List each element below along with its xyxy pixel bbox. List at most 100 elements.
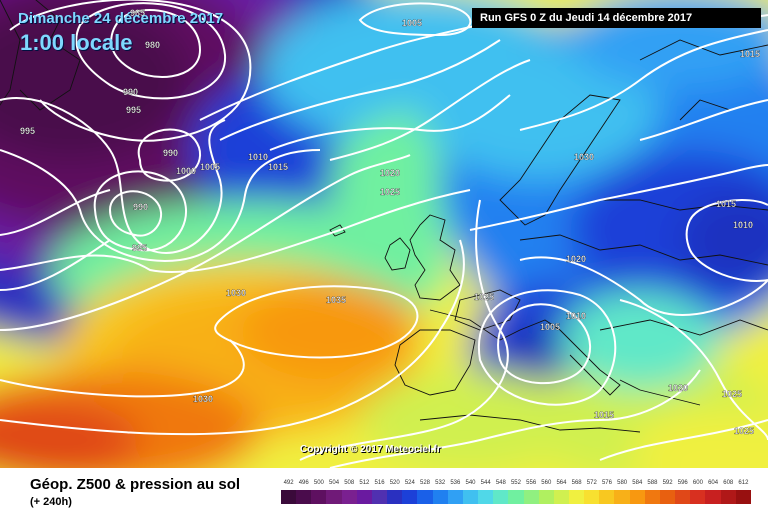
scale-swatch [508,490,524,504]
scale-swatch [629,490,645,504]
scale-value: 576 [601,480,612,486]
isobar-label: 1020 [380,168,400,178]
scale-value: 612 [738,480,749,486]
isobar-label: 1005 [200,162,220,172]
isobar-label: 1030 [226,288,246,298]
scale-value: 608 [723,480,734,486]
scale-value: 604 [708,480,719,486]
forecast-time: 1:00 locale [20,30,133,55]
scale-swatch [614,490,630,504]
scale-swatch [735,490,751,504]
scale-swatch [326,490,342,504]
scale-value: 516 [374,480,385,486]
scale-swatch [493,490,509,504]
legend-panel: Géop. Z500 & pression au sol (+ 240h) 49… [0,468,768,512]
scale-swatch [281,490,297,504]
scale-value: 504 [329,480,340,486]
isobar-label: 980 [145,40,160,50]
scale-value: 556 [526,480,537,486]
scale-value: 536 [450,480,461,486]
scale-swatch [341,490,357,504]
isobar-label: 1010 [566,311,586,321]
scale-swatch [296,490,312,504]
scale-value: 596 [677,480,688,486]
isobar-label: 1025 [380,187,400,197]
isobar-label: 1025 [734,426,754,436]
isobar-label: 1030 [574,152,594,162]
isobar-lines [0,0,768,468]
isobar-label: 1020 [566,254,586,264]
scale-value: 544 [480,480,491,486]
isobar-label: 1035 [326,295,346,305]
isobar-label: 1025 [474,292,494,302]
isobar-label: 990 [133,202,148,212]
scale-value: 548 [495,480,506,486]
color-scale-labels: 492 496 500 504 508 512 516 520 524 528 532 536 540 5… [281,480,751,488]
isobar-label: 995 [20,126,35,136]
scale-value: 584 [632,480,643,486]
isobar-label: 990 [123,87,138,97]
isobar-label: 1005 [402,18,422,28]
isobar-label: 1015 [716,199,736,209]
scale-value: 580 [617,480,628,486]
isobar-label: 1025 [722,389,742,399]
scale-value: 524 [404,480,415,486]
isobar-label: 1020 [668,383,688,393]
scale-swatch [584,490,600,504]
scale-swatch [675,490,691,504]
weather-map: 980 985 990 995 995 990 1000 1005 1010 1… [0,0,768,468]
forecast-date: Dimanche 24 décembre 2017 [18,10,224,27]
isobar-label: 1000 [176,166,196,176]
model-run-label: Run GFS 0 Z du Jeudi 14 décembre 2017 [472,8,761,28]
scale-swatch [311,490,327,504]
scale-swatch [659,490,676,504]
isobar-label: 1010 [248,152,268,162]
scale-value: 540 [465,480,476,486]
scale-swatch [462,490,479,504]
scale-swatch [356,490,372,504]
scale-swatch [417,490,433,504]
scale-swatch [478,490,494,504]
map-canvas: 980 985 990 995 995 990 1000 1005 1010 1… [0,0,768,468]
scale-swatch [599,490,615,504]
legend-title: Géop. Z500 & pression au sol [30,476,241,493]
scale-swatch [432,490,448,504]
isobar-label: 1015 [268,162,288,172]
isobar-label: 1015 [594,410,614,420]
scale-value: 588 [647,480,658,486]
isobar-label: 1015 [740,49,760,59]
scale-swatch [538,490,554,504]
legend-subtitle: (+ 240h) [30,496,72,508]
scale-value: 508 [344,480,355,486]
scale-value: 592 [662,480,673,486]
isobar-label: 985 [130,8,145,18]
scale-value: 528 [420,480,431,486]
scale-value: 520 [389,480,400,486]
scale-swatch [644,490,660,504]
scale-value: 532 [435,480,446,486]
scale-value: 500 [313,480,324,486]
scale-value: 560 [541,480,552,486]
scale-swatch [705,490,721,504]
scale-swatch [553,490,569,504]
color-scale-bar [281,490,751,504]
isobar-label: 990 [163,148,178,158]
scale-value: 496 [298,480,309,486]
scale-swatch [720,490,736,504]
scale-value: 492 [283,480,294,486]
scale-value: 568 [571,480,582,486]
scale-value: 512 [359,480,370,486]
scale-swatch [523,490,539,504]
scale-swatch [371,490,388,504]
scale-swatch [690,490,706,504]
isobar-label: 995 [132,243,147,253]
scale-value: 564 [556,480,567,486]
scale-swatch [387,490,403,504]
isobar-label: 1005 [540,322,560,332]
scale-swatch [447,490,463,504]
scale-value: 572 [586,480,597,486]
isobar-label: 995 [126,105,141,115]
isobar-label: 1030 [193,394,213,404]
copyright-notice: Copyright © 2017 Meteociel.fr [300,444,441,455]
scale-value: 552 [510,480,521,486]
